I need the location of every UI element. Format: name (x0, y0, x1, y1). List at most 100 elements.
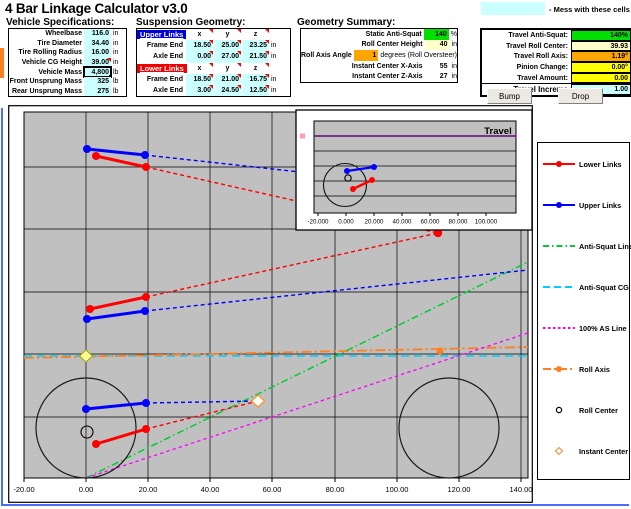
link-coordinate-cell[interactable]: 18.50 (186, 40, 213, 52)
link-coordinate-cell[interactable]: 16.75 (242, 73, 269, 85)
link-coordinate-cell[interactable]: 23.25 (242, 40, 269, 52)
spec-unit: in (271, 86, 277, 94)
summary-label: Static Anti-Squat (365, 30, 422, 38)
cell-comment-indicator (237, 40, 241, 45)
table-row: Lower Links x y z (137, 62, 290, 74)
instant-center-marker (250, 394, 266, 408)
summary-value-cell[interactable]: 140 (423, 29, 449, 40)
upper-link-top (86, 147, 146, 157)
svg-text:0.00: 0.00 (79, 485, 94, 494)
table-row: Tire Diameter 34.40 in (9, 38, 126, 49)
table-row: Roll Axis Angle 1 degrees (Roll Oversteer) (301, 50, 457, 61)
links-section-cell: Lower Links (137, 63, 187, 73)
spec-unit: in (271, 75, 277, 83)
svg-text:20.000: 20.000 (365, 219, 384, 226)
legend-key-icon (555, 406, 563, 414)
legend-item: Roll Center (542, 403, 618, 417)
selection-fill-handle[interactable] (109, 74, 112, 78)
lower-link-top (95, 154, 147, 169)
upper-link-point (142, 399, 150, 407)
spec-unit: in (271, 53, 277, 61)
summary-unit: in (451, 73, 457, 81)
spec-value-cell[interactable]: 34.40 (84, 38, 111, 49)
legend-item: 100% AS Line (542, 321, 627, 335)
drop-button[interactable]: Drop (558, 88, 603, 104)
summary-value-cell[interactable]: 1 (353, 50, 379, 61)
travel-value-cell[interactable]: 0.00° (571, 62, 631, 73)
link-coordinate-cell[interactable]: 21.00 (214, 73, 241, 85)
link-coordinate-cell[interactable]: 0.00 (186, 51, 213, 63)
cell-comment-indicator (209, 40, 213, 45)
lower-link-point (86, 305, 94, 313)
spec-unit: in (113, 30, 119, 38)
svg-text:-20.00: -20.00 (13, 485, 34, 494)
spec-value-cell[interactable]: 39.00 (84, 57, 111, 68)
summary-value-cell[interactable]: 55 (439, 62, 448, 70)
link-coordinate-cell[interactable]: 3.00 (186, 84, 213, 97)
legend-key-icon (543, 245, 575, 247)
chart-legend: Lower Links Upper Links Anti-Squat Line Ant… (537, 142, 631, 480)
travel-value-cell[interactable]: 1.19° (571, 51, 631, 63)
table-row: Travel Amount: 0.00 (482, 72, 631, 84)
cell-comment-indicator (237, 29, 241, 33)
svg-text:40.000: 40.000 (393, 219, 412, 226)
inset-x-axis-labels: -20.000 0.000 20.000 40.000 60.000 80.000 100.… (308, 213, 498, 226)
bump-button[interactable]: Bump (487, 88, 532, 104)
links-section-label[interactable]: Upper Links (137, 30, 187, 40)
spec-value-cell[interactable]: 16.00 (84, 48, 111, 58)
table-row: Wheelbase 116.0 in (9, 29, 126, 39)
vehicle-specs-panel: Wheelbase 116.0 in Tire Diameter 34.40 in Tire… (8, 28, 127, 97)
spec-unit: in (271, 42, 277, 50)
spec-unit: lb (113, 78, 119, 86)
cell-comment-indicator (209, 29, 213, 33)
linkage-chart[interactable]: -20.00 0.00 20.00 40.00 60.00 80.00 100.00 120.… (8, 105, 533, 505)
lower-link-top2 (89, 295, 147, 311)
links-section-label[interactable]: Lower Links (137, 63, 187, 73)
spec-value-cell[interactable]: 325 (84, 76, 111, 87)
geometry-summary-heading: Geometry Summary: (297, 17, 396, 28)
spec-value-cell[interactable]: 275 (84, 86, 111, 97)
travel-value-cell[interactable]: 39.93 (571, 40, 631, 52)
table-row: Travel Roll Center: 39.93 (482, 40, 631, 52)
legend-key-icon (554, 446, 564, 456)
link-coordinate-cell[interactable]: 12.50 (242, 84, 269, 97)
inset-upper-link-point (344, 168, 350, 174)
summary-value-cell[interactable]: 40 (424, 39, 450, 51)
lower-link-side-extension (145, 400, 259, 430)
link-coordinate-cell[interactable]: 18.50 (186, 73, 213, 85)
spec-unit: in (113, 49, 119, 57)
cell-comment-indicator (107, 57, 111, 62)
link-coordinate-cell[interactable]: 24.50 (214, 84, 241, 97)
summary-value-cell[interactable]: 27 (439, 73, 448, 81)
legend-item-label: Roll Axis (579, 364, 610, 374)
summary-label: Instant Center X-Axis (351, 62, 423, 70)
cell-comment-indicator (265, 51, 269, 56)
table-row: Roll Center Height 40 in (301, 39, 457, 51)
travel-inset-chart[interactable]: Travel -20.000 0.000 20.000 40.000 60.000 80.… (295, 109, 533, 231)
summary-unit: % (450, 30, 457, 38)
page-title: 4 Bar Linkage Calculator v3.0 (5, 1, 188, 16)
roll-center-marker (80, 425, 94, 439)
legend-key-icon (543, 286, 575, 288)
inset-tire-circle (322, 162, 368, 208)
top-view-instant-center (433, 228, 443, 238)
table-row: Pinion Change: 0.00° (482, 62, 631, 73)
link-coordinate-cell[interactable]: 21.50 (242, 51, 269, 63)
spec-value-cell[interactable]: 4,800 (83, 66, 112, 78)
axis-header-cell: z (242, 29, 269, 40)
link-coordinate-cell[interactable]: 27.00 (214, 51, 241, 63)
spec-value-cell[interactable]: 116.0 (84, 29, 111, 39)
link-coordinate-cell[interactable]: 25.00 (214, 40, 241, 52)
cell-comment-indicator (209, 84, 213, 89)
inset-lower-link-point (369, 177, 375, 183)
travel-value-cell[interactable]: 140% (571, 30, 631, 41)
legend-key-icon (543, 161, 575, 167)
table-row: Travel Roll Axis: 1.19° (482, 51, 631, 63)
travel-value-cell[interactable]: 0.00 (571, 72, 631, 84)
cell-comment-indicator (265, 73, 269, 78)
inset-roll-center-marker (344, 174, 352, 182)
spec-unit: in (113, 39, 119, 47)
legend-key-icon (543, 327, 575, 329)
legend-item-label: 100% AS Line (579, 323, 627, 333)
spec-label: Tire Diameter (37, 39, 82, 47)
